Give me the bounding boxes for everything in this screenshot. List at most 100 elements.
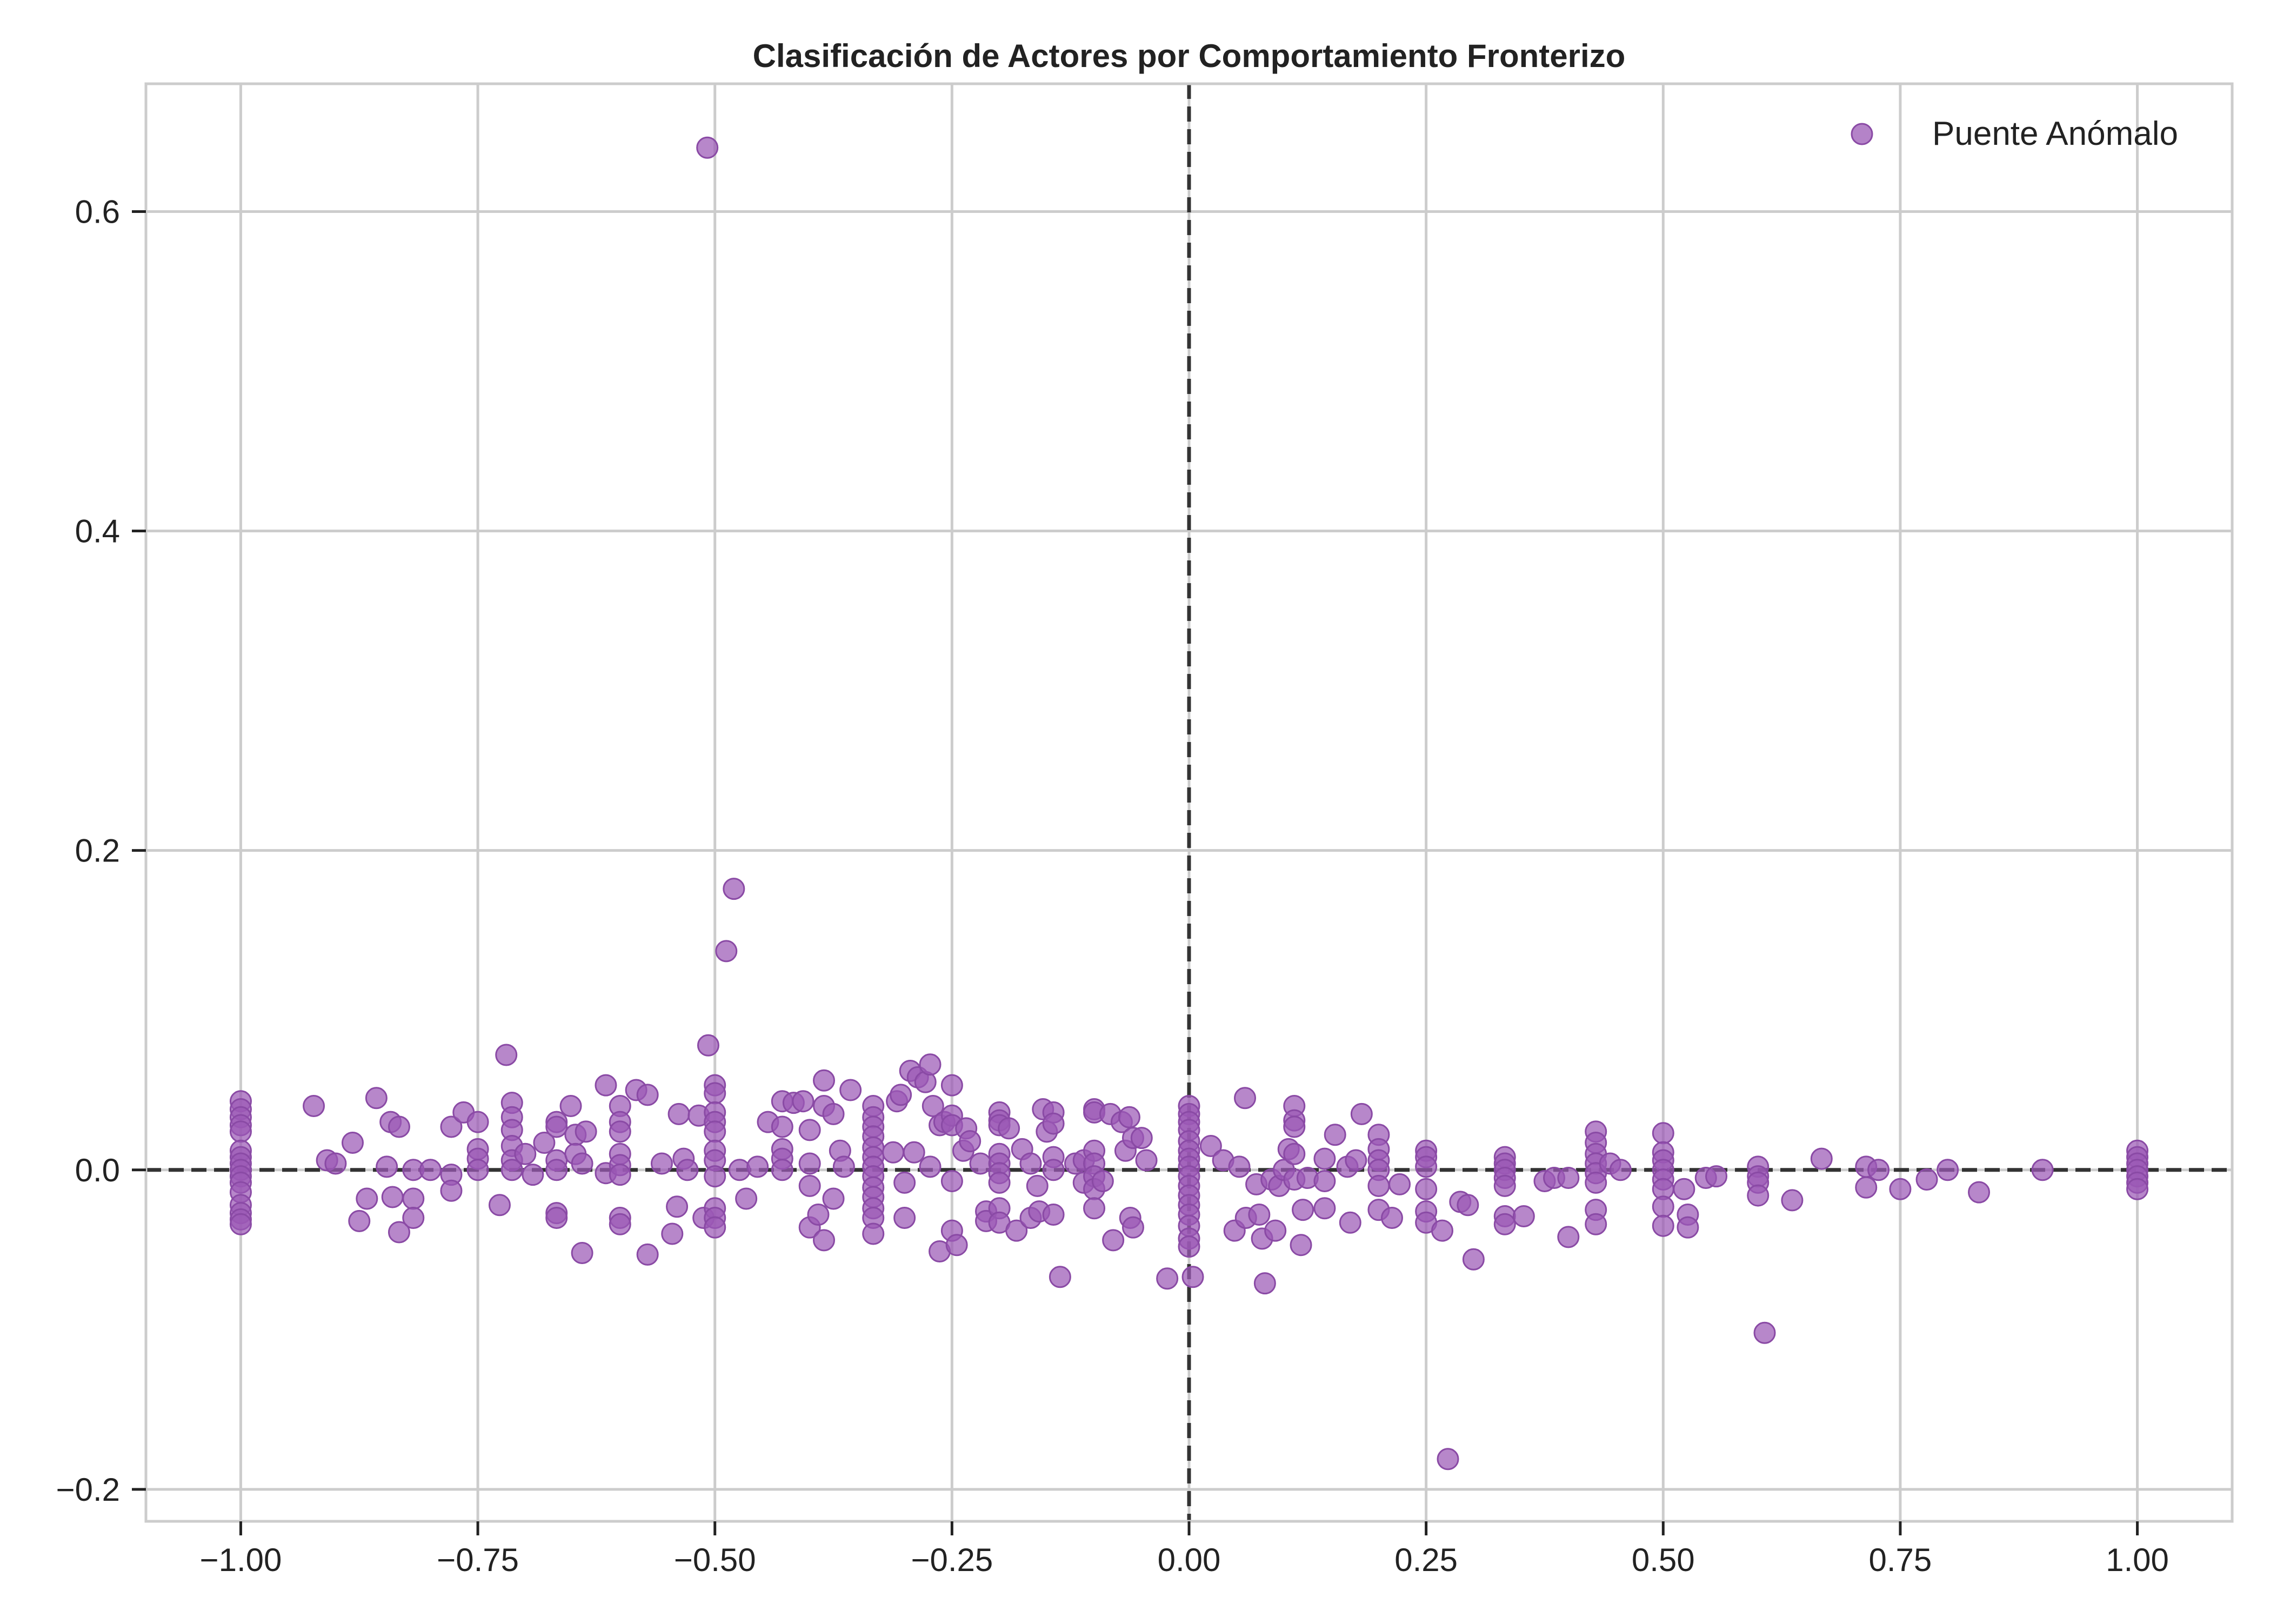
data-point bbox=[771, 1159, 793, 1181]
data-point bbox=[500, 1159, 523, 1181]
data-point bbox=[1135, 1149, 1158, 1172]
data-point bbox=[514, 1142, 537, 1165]
data-point bbox=[1042, 1204, 1065, 1226]
data-point bbox=[822, 1187, 845, 1210]
x-tick-label: 0.50 bbox=[1632, 1542, 1695, 1578]
data-point bbox=[798, 1119, 821, 1141]
data-point bbox=[356, 1187, 378, 1210]
data-point bbox=[466, 1111, 489, 1133]
data-point bbox=[545, 1115, 568, 1138]
data-point bbox=[545, 1206, 568, 1229]
x-tick-label: −0.25 bbox=[911, 1542, 993, 1578]
data-point bbox=[571, 1152, 593, 1175]
data-point bbox=[609, 1213, 631, 1235]
data-point bbox=[940, 1074, 963, 1097]
data-point bbox=[1324, 1124, 1346, 1146]
data-point bbox=[988, 1171, 1011, 1194]
data-point bbox=[798, 1152, 821, 1175]
chart-title: Clasificación de Actores por Comportamie… bbox=[753, 38, 1626, 74]
data-point bbox=[1937, 1159, 1959, 1181]
data-point bbox=[1339, 1211, 1361, 1234]
data-point bbox=[1156, 1267, 1179, 1290]
data-point bbox=[1493, 1213, 1516, 1235]
data-point bbox=[1367, 1174, 1390, 1197]
data-point bbox=[1747, 1184, 1770, 1207]
data-point bbox=[348, 1209, 371, 1232]
data-point bbox=[650, 1152, 673, 1175]
data-point bbox=[376, 1155, 398, 1178]
data-point bbox=[1557, 1226, 1580, 1248]
data-point bbox=[893, 1171, 916, 1194]
data-point bbox=[862, 1222, 885, 1245]
legend: Puente Anómalo bbox=[1851, 115, 2178, 152]
data-point bbox=[402, 1187, 425, 1210]
data-point bbox=[1867, 1159, 1890, 1181]
data-point bbox=[575, 1120, 597, 1143]
data-point bbox=[388, 1221, 410, 1244]
data-point bbox=[661, 1222, 684, 1245]
data-point bbox=[1431, 1219, 1453, 1242]
data-point bbox=[1512, 1205, 1535, 1227]
data-point bbox=[666, 1195, 689, 1218]
data-point bbox=[945, 1234, 968, 1257]
data-point bbox=[1283, 1142, 1306, 1165]
data-point bbox=[1199, 1134, 1222, 1157]
data-point bbox=[1968, 1181, 1991, 1204]
data-point bbox=[1234, 1087, 1257, 1110]
data-point bbox=[303, 1095, 325, 1118]
data-point bbox=[807, 1204, 830, 1226]
data-point bbox=[595, 1074, 617, 1097]
data-point bbox=[1855, 1176, 1878, 1199]
data-point bbox=[1181, 1266, 1204, 1288]
data-point bbox=[1652, 1122, 1674, 1145]
data-point bbox=[1388, 1173, 1411, 1195]
legend-marker bbox=[1851, 123, 1873, 145]
x-tick-label: −1.00 bbox=[200, 1542, 282, 1578]
data-point bbox=[704, 1165, 726, 1188]
x-tick-label: −0.75 bbox=[437, 1542, 519, 1578]
data-point bbox=[1810, 1147, 1833, 1170]
data-point bbox=[1781, 1189, 1804, 1212]
data-point bbox=[229, 1120, 252, 1143]
data-point bbox=[1350, 1102, 1373, 1125]
data-point bbox=[704, 1216, 726, 1239]
data-point bbox=[381, 1186, 404, 1208]
data-point bbox=[440, 1179, 463, 1202]
data-point bbox=[959, 1130, 982, 1153]
data-point bbox=[571, 1241, 593, 1264]
data-point bbox=[704, 1120, 726, 1143]
data-point bbox=[1380, 1206, 1403, 1229]
data-point bbox=[1313, 1169, 1336, 1192]
data-point bbox=[609, 1164, 631, 1186]
x-tick-label: 1.00 bbox=[2106, 1542, 2169, 1578]
data-point bbox=[1118, 1106, 1140, 1128]
data-point bbox=[365, 1087, 388, 1110]
data-point bbox=[1585, 1213, 1607, 1235]
data-point bbox=[1042, 1159, 1065, 1181]
data-point bbox=[545, 1159, 568, 1181]
x-tick-label: −0.50 bbox=[674, 1542, 756, 1578]
data-point bbox=[1292, 1199, 1314, 1221]
y-tick-label: 0.2 bbox=[75, 833, 120, 869]
data-point bbox=[704, 1082, 726, 1105]
data-point bbox=[1290, 1234, 1312, 1257]
data-point bbox=[495, 1044, 518, 1066]
data-point bbox=[466, 1159, 489, 1181]
data-point bbox=[723, 878, 745, 900]
data-point bbox=[813, 1069, 835, 1092]
data-point bbox=[1049, 1266, 1071, 1288]
data-point bbox=[1677, 1216, 1699, 1239]
data-point bbox=[1253, 1272, 1276, 1295]
data-point bbox=[1178, 1235, 1200, 1258]
data-point bbox=[402, 1206, 425, 1229]
data-point bbox=[832, 1155, 855, 1178]
data-point bbox=[1557, 1167, 1580, 1189]
axis-ticks: −1.00 −0.75 −0.50 −0.25 0.00 0.25 0.50 0.75 1.00… bbox=[56, 193, 2169, 1578]
y-tick-label: 0.4 bbox=[75, 513, 120, 550]
data-point bbox=[440, 1115, 463, 1138]
data-point bbox=[1313, 1197, 1336, 1220]
data-point bbox=[1026, 1174, 1049, 1197]
data-point bbox=[1585, 1171, 1607, 1194]
